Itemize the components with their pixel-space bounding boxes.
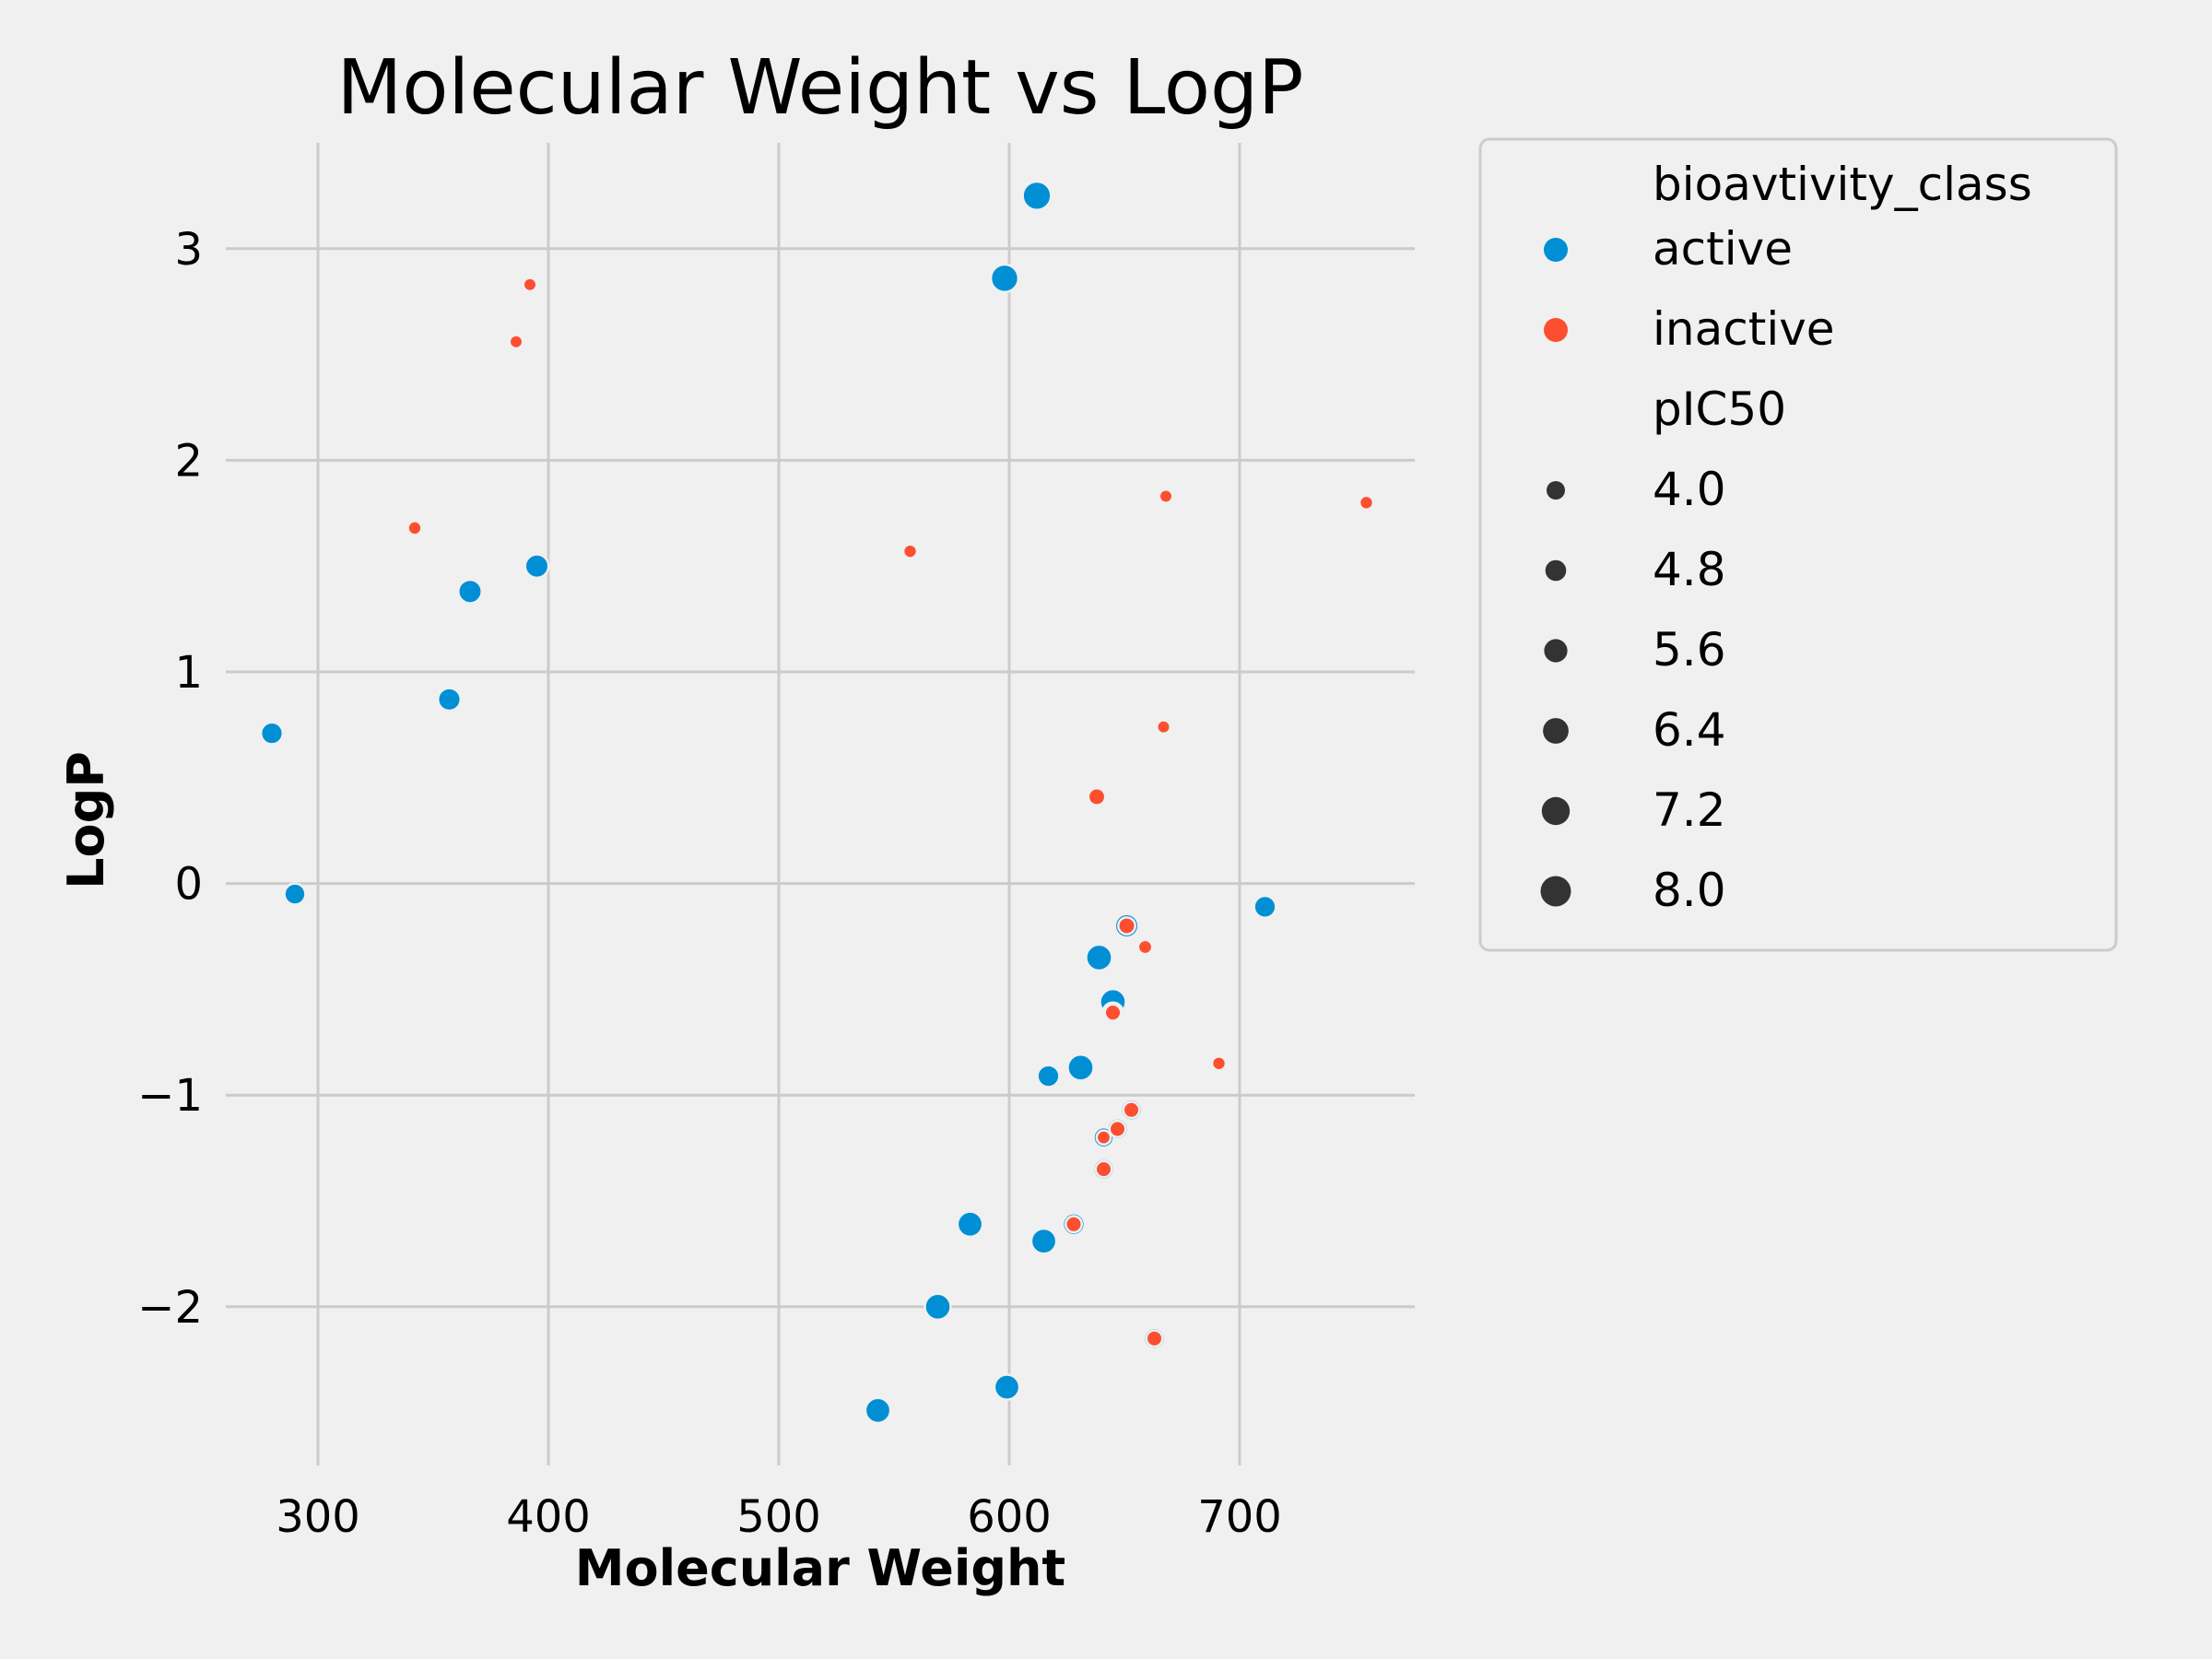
data-point: [1036, 1064, 1061, 1088]
data-point: [1021, 180, 1053, 212]
legend-hue-title: bioavtivity_class: [1653, 158, 2032, 211]
data-point: [508, 334, 524, 350]
series-inactive: [406, 276, 1375, 1348]
legend-size-title: pIC50: [1653, 382, 1786, 436]
data-point: [524, 553, 550, 580]
legend-entries: active inactive pIC50 4.0 4.8 5.6 6.4 7.2 8.0: [1540, 222, 1835, 917]
legend: bioavtivity_class active inactive pIC50 4.0…: [1478, 137, 2118, 952]
data-point: [1108, 1119, 1127, 1138]
x-tick-label: 400: [506, 1491, 591, 1543]
data-point: [1253, 894, 1277, 919]
legend-size-label: 8.0: [1653, 864, 1726, 917]
data-point: [1117, 916, 1136, 935]
x-tick-label: 300: [276, 1491, 360, 1543]
y-axis-ticks: −2 −1 0 1 2 3: [137, 224, 203, 1334]
legend-size-label: 4.0: [1653, 463, 1726, 516]
y-tick-label: 0: [174, 859, 203, 911]
data-point: [1145, 1329, 1164, 1348]
data-point: [1122, 1100, 1141, 1120]
legend-size-marker: [1547, 481, 1565, 500]
legend-size-label: 7.2: [1653, 783, 1726, 837]
data-point: [864, 1396, 892, 1425]
legend-size-marker: [1540, 876, 1571, 907]
data-point: [1087, 787, 1107, 806]
data-point: [1156, 719, 1171, 735]
data-point: [436, 687, 463, 712]
data-point: [1085, 943, 1113, 972]
legend-size-label: 5.6: [1653, 623, 1726, 677]
data-point: [1094, 1159, 1113, 1179]
y-tick-label: 2: [174, 435, 203, 487]
legend-size-marker: [1543, 718, 1569, 744]
x-axis-ticks: 300 400 500 600 700: [276, 1491, 1282, 1543]
data-point: [522, 276, 538, 293]
legend-label-inactive: inactive: [1653, 302, 1835, 356]
data-point: [901, 543, 919, 559]
data-point: [993, 1373, 1021, 1401]
legend-label-active: active: [1653, 222, 1793, 276]
x-tick-label: 600: [967, 1491, 1052, 1543]
series-active: [259, 180, 1277, 1425]
data-point: [1103, 1003, 1123, 1022]
data-point: [1064, 1215, 1084, 1234]
data-point: [989, 263, 1020, 294]
data-point: [406, 520, 423, 536]
y-tick-label: −2: [137, 1282, 203, 1334]
data-point: [1136, 938, 1154, 956]
grid: [226, 143, 1415, 1465]
data-point: [956, 1210, 984, 1239]
legend-size-marker: [1541, 796, 1571, 826]
y-tick-label: 1: [174, 647, 203, 699]
chart-title: Molecular Weight vs LogP: [337, 44, 1304, 132]
legend-size-label: 6.4: [1653, 703, 1726, 757]
x-axis-label: Molecular Weight: [575, 1539, 1066, 1597]
y-tick-label: 3: [174, 224, 203, 276]
data-point: [1066, 1053, 1095, 1082]
data-point: [259, 721, 285, 746]
y-tick-label: −1: [137, 1070, 203, 1122]
x-tick-label: 700: [1197, 1491, 1282, 1543]
y-axis-label: LogP: [57, 751, 115, 889]
legend-marker-inactive: [1544, 318, 1568, 342]
legend-size-marker: [1544, 639, 1568, 663]
data-point: [924, 1292, 952, 1322]
x-tick-label: 500: [736, 1491, 821, 1543]
data-points: [259, 180, 1375, 1425]
legend-size-label: 4.8: [1653, 543, 1726, 596]
data-point: [1358, 494, 1375, 512]
data-point: [1210, 1055, 1228, 1072]
legend-size-marker: [1545, 559, 1567, 582]
legend-marker-active: [1544, 238, 1568, 262]
data-point: [283, 882, 307, 906]
legend-box: [1478, 137, 2118, 952]
data-point: [1158, 488, 1174, 504]
data-point: [457, 578, 483, 605]
data-point: [1030, 1227, 1058, 1255]
data-point: [1095, 1129, 1112, 1147]
